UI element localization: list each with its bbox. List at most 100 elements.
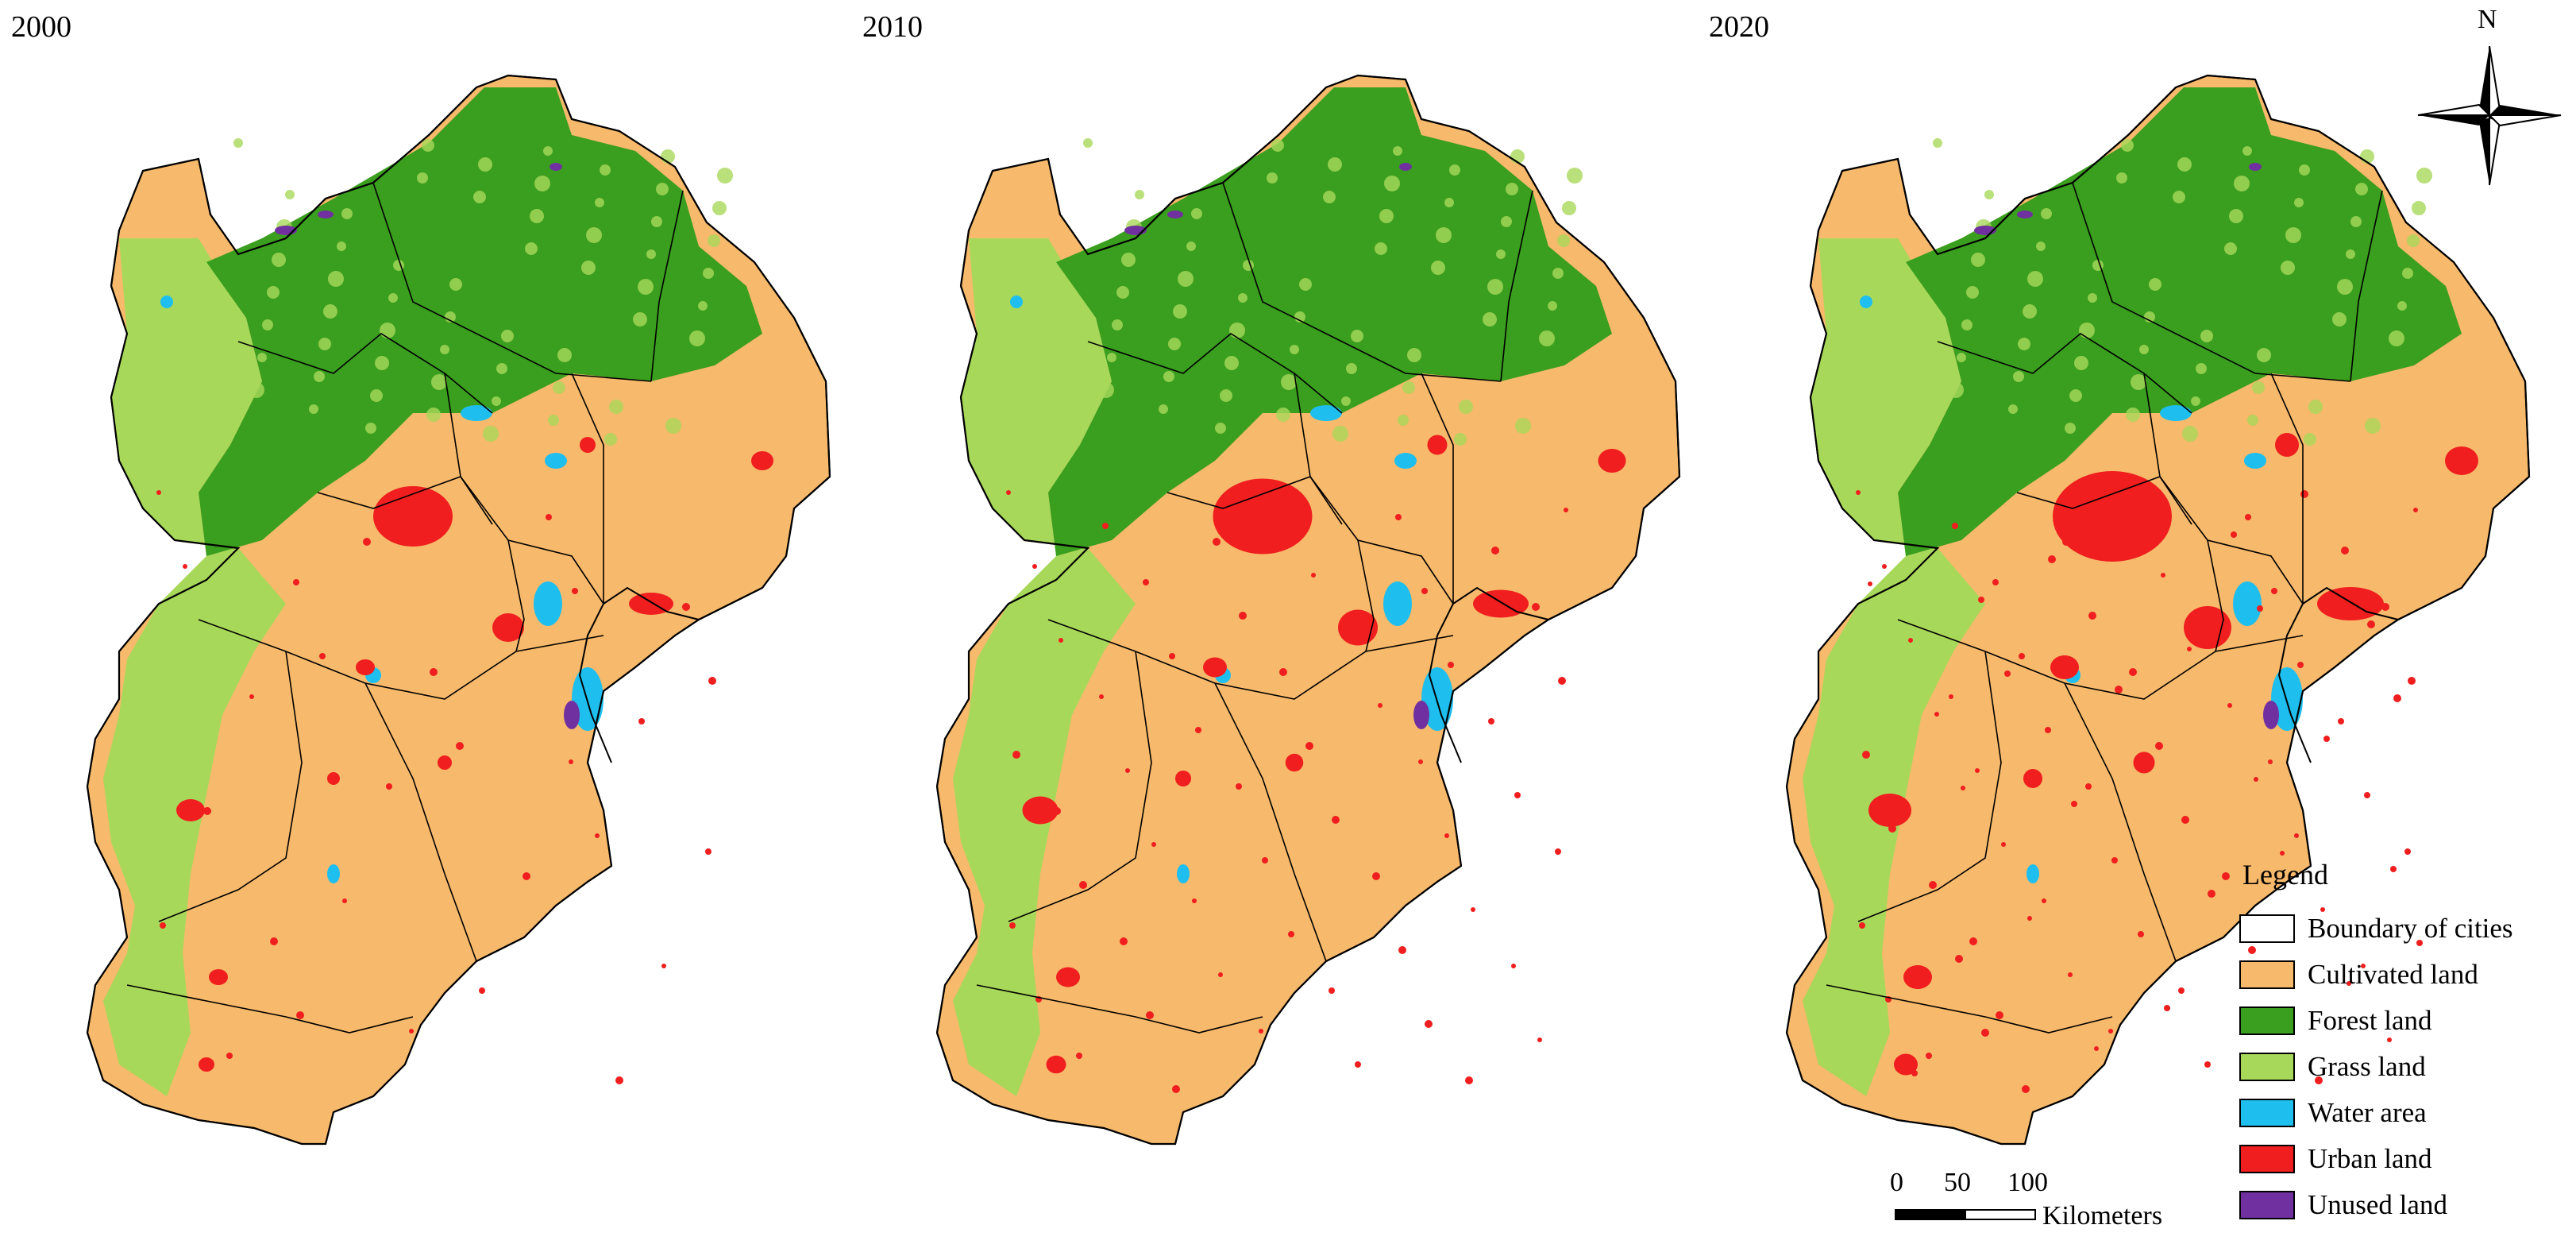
grass-patch [1168, 338, 1181, 350]
grass-land-area [1803, 238, 1985, 1096]
grass-patch [1483, 312, 1497, 326]
urban-land-dot [638, 718, 645, 724]
urban-land-dot [572, 588, 578, 594]
grass-patch [1557, 234, 1570, 247]
grass-patch [426, 408, 441, 422]
grass-patch [2013, 371, 2024, 382]
urban-land-dot [1992, 579, 1999, 585]
grass-patch [370, 389, 383, 402]
urban-land-dot [2164, 1005, 2170, 1011]
urban-land-dot [2208, 890, 2215, 898]
urban-land-dot [2201, 629, 2206, 634]
urban-land-dot [1558, 677, 1566, 685]
urban-land-dot [435, 499, 440, 504]
unused-land-patch [2017, 211, 2033, 218]
urban-land-dot [2187, 647, 2192, 651]
urban-land-dot [2416, 940, 2423, 946]
grass-patch [2350, 216, 2362, 227]
grass-patch [309, 404, 318, 414]
scale-tick-0: 0 [1890, 1168, 1903, 1197]
urban-land-dot [1151, 842, 1156, 847]
urban-land-dot [2387, 1037, 2392, 1042]
urban-land-dot [2257, 605, 2263, 612]
grass-patch [1933, 138, 1942, 148]
urban-land-dot [569, 759, 573, 764]
north-arrow-icon [2417, 45, 2562, 186]
urban-land-dot [1355, 1061, 1361, 1068]
forest-land-area [199, 87, 762, 556]
water-area-patch [2233, 581, 2262, 626]
city-boundary [158, 651, 303, 922]
urban-land-patch [1598, 449, 1626, 473]
city-boundary [2016, 476, 2192, 525]
grass-patch [1506, 183, 1518, 195]
urban-land-dot [2341, 547, 2349, 554]
urban-land-dot [1053, 807, 1061, 815]
legend-item: Cultivated land [2239, 952, 2573, 998]
grass-patch [2121, 139, 2134, 152]
city-boundary [571, 373, 604, 604]
urban-land-patch [751, 451, 773, 470]
legend-item: Grass land [2239, 1044, 2573, 1090]
grass-patch [1220, 389, 1232, 402]
urban-land-dot [2300, 490, 2308, 498]
urban-land-dot [2108, 1029, 2113, 1034]
grass-patch [633, 312, 647, 326]
grass-patch [2088, 293, 2097, 303]
urban-land-dot [1032, 564, 1037, 569]
urban-land-dot [661, 964, 666, 968]
urban-land-dot [546, 514, 552, 520]
urban-land-dot [1908, 638, 1913, 643]
grass-patch [2036, 241, 2046, 251]
grass-patch [1487, 279, 1503, 295]
urban-land-dot [1868, 581, 1872, 586]
city-boundary [1357, 539, 1375, 652]
grass-patch [2416, 168, 2432, 184]
water-area-patch [1177, 864, 1190, 883]
grass-patch [1957, 353, 1966, 362]
urban-land-dot [2222, 872, 2230, 880]
urban-land-dot [1911, 1070, 1918, 1076]
grass-patch [1163, 371, 1174, 382]
grass-patch [548, 415, 559, 426]
legend-swatch [2239, 960, 2295, 989]
urban-land-dot [1059, 638, 1063, 643]
grass-patch [2079, 323, 2095, 338]
land-use-map-2000 [86, 74, 831, 1146]
urban-land-dot [270, 937, 278, 945]
grass-patch [703, 268, 714, 279]
grass-patch [1379, 209, 1394, 223]
urban-land-dot [2347, 981, 2351, 986]
urban-land-dot [1926, 1053, 1932, 1059]
city-boundary [1087, 333, 1343, 414]
grass-patch [717, 168, 733, 184]
grass-patch [665, 418, 681, 434]
urban-land-dot [1537, 1037, 1542, 1042]
grass-patch [2131, 374, 2146, 390]
urban-land-dot [2393, 694, 2401, 702]
grass-patch [1567, 168, 1583, 184]
urban-land-dot [2245, 514, 2251, 520]
land-use-map-2010 [935, 74, 1681, 1146]
grass-patch [553, 381, 565, 394]
urban-land-dot [595, 833, 600, 838]
urban-land-patch [1868, 794, 1911, 827]
urban-land-patch [1056, 967, 1080, 987]
grass-patch [1215, 423, 1226, 434]
urban-land-dot [1332, 816, 1340, 824]
urban-land-dot [1395, 514, 1402, 520]
city-boundary [2350, 190, 2383, 382]
grass-patch [2294, 198, 2304, 207]
grass-patch [600, 164, 611, 176]
urban-land-dot [1099, 694, 1104, 699]
grass-patch [1083, 138, 1093, 148]
region-border [1785, 74, 2531, 1146]
legend-swatch [2239, 1007, 2295, 1035]
grass-patch [581, 261, 596, 275]
urban-land-dot [363, 538, 371, 546]
grass-land-area [103, 238, 286, 1096]
grass-patch [2229, 209, 2243, 223]
urban-land-dot [2294, 833, 2299, 838]
grass-patch [2116, 172, 2127, 184]
urban-land-dot [1192, 898, 1197, 903]
